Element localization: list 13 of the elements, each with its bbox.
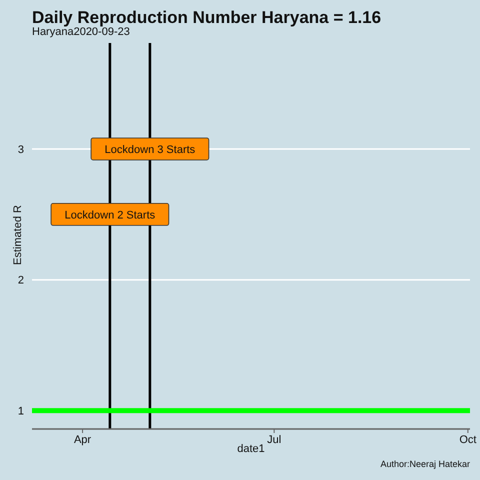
y-tick-label: 1: [18, 406, 24, 418]
text: Author:Neeraj Hatekar: [380, 459, 470, 469]
x-axis-title: date1: [237, 443, 265, 455]
y-tick-label: 3: [18, 144, 24, 156]
chart-subtitle: Haryana2020-09-23: [32, 26, 130, 38]
x-tick-label: Apr: [74, 434, 92, 446]
y-axis-title: Estimated R: [12, 205, 24, 265]
chart-title: Daily Reproduction Number Haryana = 1.16: [32, 8, 382, 27]
x-tick-label: Jul: [267, 434, 282, 446]
annotation: Lockdown 2 Starts: [64, 209, 156, 222]
x-tick-label: Oct: [459, 434, 476, 446]
annotation: Lockdown 3 Starts: [104, 144, 196, 156]
y-tick-label: 2: [18, 274, 24, 287]
